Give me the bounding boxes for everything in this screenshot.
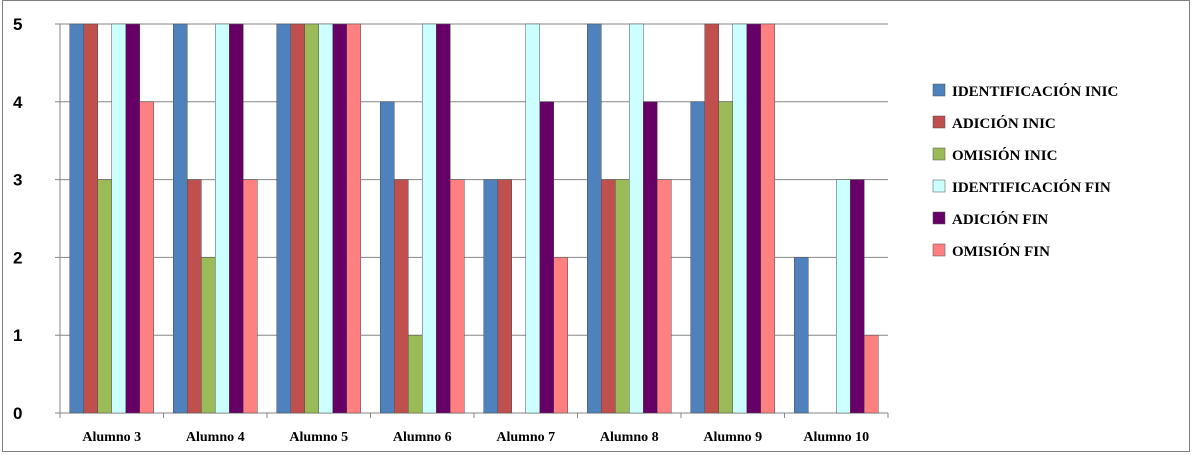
legend-swatch [932, 83, 946, 97]
bar [187, 179, 202, 414]
bar [643, 101, 658, 414]
x-tick-label: Alumno 3 [82, 430, 141, 445]
bar [794, 257, 809, 414]
bar [436, 23, 451, 414]
bar [657, 179, 672, 414]
bar [718, 101, 733, 414]
bar [690, 101, 705, 414]
legend-swatch [932, 243, 946, 257]
bar [450, 179, 465, 414]
bar [229, 23, 244, 414]
bar [290, 23, 305, 414]
x-tick-label: Alumno 4 [186, 430, 245, 445]
x-tick-label: Alumno 9 [703, 430, 762, 445]
y-tick-label: 5 [13, 15, 22, 34]
bar [243, 179, 258, 414]
legend-label: ADICIÓN INIC [952, 115, 1056, 132]
y-tick-label: 2 [13, 248, 22, 267]
bar [850, 179, 865, 414]
bar [483, 179, 498, 414]
x-tick-label: Alumno 5 [289, 430, 348, 445]
bar [422, 23, 437, 414]
bar [83, 23, 98, 414]
legend-label: OMISIÓN INIC [952, 147, 1057, 164]
bar [497, 179, 512, 414]
bar [601, 179, 616, 414]
legend-swatch [932, 211, 946, 225]
bar [553, 257, 568, 414]
y-tick-label: 0 [13, 404, 22, 423]
legend-label: OMISIÓN FIN [952, 243, 1050, 260]
bar [346, 23, 361, 414]
bar [746, 23, 761, 414]
bar [318, 23, 333, 414]
bar [587, 23, 602, 414]
bar [525, 23, 540, 414]
bar [539, 101, 554, 414]
bar [760, 23, 775, 414]
legend-swatch [932, 179, 946, 193]
bar [704, 23, 719, 414]
y-tick-label: 1 [13, 326, 22, 345]
bar [276, 23, 291, 414]
bar [408, 334, 423, 414]
bar [125, 23, 140, 414]
bar-chart: 0 1 2 3 4 5 Alumno 3 Alumno 4 Alumno 5 Alumno 6 Al… [13, 15, 1118, 445]
bar [111, 23, 126, 414]
x-tick-label: Alumno 10 [803, 430, 869, 445]
y-tick-label: 4 [13, 93, 23, 112]
x-tick-label: Alumno 6 [393, 430, 452, 445]
legend-label: IDENTIFICACIÓN FIN [952, 179, 1111, 196]
bar [139, 101, 154, 414]
bar [864, 334, 879, 414]
bar [732, 23, 747, 414]
bar [201, 257, 216, 414]
legend-swatch [932, 115, 946, 129]
legend-swatch [932, 147, 946, 161]
bar [836, 179, 851, 414]
y-tick-label: 3 [13, 171, 22, 190]
x-tick-label: Alumno 7 [496, 430, 555, 445]
bar [304, 23, 319, 414]
bar [215, 23, 230, 414]
bar [394, 179, 409, 414]
bar [629, 23, 644, 414]
bar [615, 179, 630, 414]
bar [173, 23, 188, 414]
bar [332, 23, 347, 414]
legend-label: IDENTIFICACIÓN INIC [952, 83, 1118, 100]
bar [97, 179, 112, 414]
bar [69, 23, 84, 414]
bar [380, 101, 395, 414]
legend-label: ADICIÓN FIN [952, 211, 1048, 228]
x-tick-label: Alumno 8 [600, 430, 659, 445]
